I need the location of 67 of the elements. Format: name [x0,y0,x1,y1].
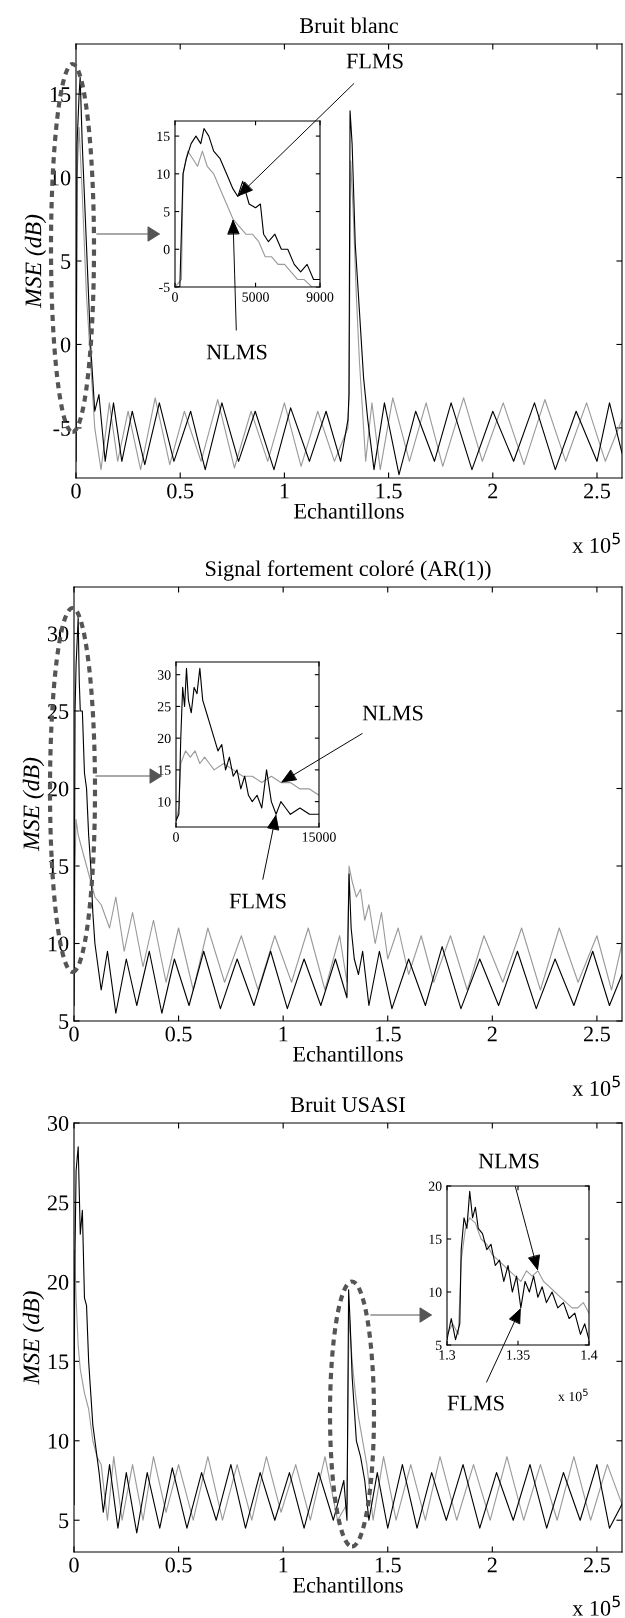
x-tick-label: 1.3 [439,1350,456,1360]
chart-title: Bruit blanc [299,17,398,34]
x-tick-label: 1.35 [507,1350,530,1360]
x-tick-label: 2 [487,1557,497,1573]
y-tick-label: 10 [48,1433,69,1449]
x-axis-title: Echantillons [294,503,404,519]
x-tick-label: 0.5 [165,1557,192,1573]
x-tick-label: 0 [172,292,178,302]
y-tick-label: 5 [59,1014,69,1029]
y-tick-label: 20 [428,1181,442,1191]
y-tick-label: 10 [157,169,170,179]
x-tick-label: 1 [280,483,289,499]
y-tick-label: 20 [47,1274,69,1290]
y-tick-label: 15 [48,1354,69,1370]
y-tick-label: 15 [158,765,171,775]
annotation: NLMS [478,1153,539,1169]
text: x 10$^{5}$ [572,1595,620,1616]
y-axis-title: MSE (dB) [22,757,45,852]
x-tick-label: 0.5 [165,1026,192,1042]
x-tick-label: 9000 [306,292,334,302]
y-tick-label: 10 [429,1287,442,1297]
y-tick-label: 5 [59,1513,69,1529]
chart-title: Bruit USASI [290,1097,405,1113]
y-axis-title: MSE (dB) [22,1291,45,1385]
x-tick-label: 2.5 [583,1557,610,1573]
y-tick-label: 5 [164,207,170,217]
y-tick-label: 10 [158,797,171,807]
y-tick-label: 0 [60,337,71,353]
x-tick-label: 1.4 [581,1350,598,1360]
x-tick-label: 2.5 [583,1026,610,1042]
x-tick-label: 1.5 [376,483,402,499]
y-axis-title: MSE (dB) [24,214,47,309]
text: x 10$^{5}$ [572,532,620,553]
x-tick-label: 5000 [242,292,269,302]
y-tick-label: 25 [47,1195,69,1211]
x-tick-label: 1 [279,1026,288,1042]
y-tick-label: 25 [157,702,171,712]
x-tick-label: 0.5 [167,483,194,499]
annotation: x 10$^{5}$ [558,1388,588,1402]
x-tick-label: 0 [71,483,81,499]
x-axis-title: Echantillons [293,1046,403,1062]
x-tick-label: 2 [488,483,498,499]
y-tick-label: 30 [47,1115,69,1131]
text: x 10$^{5}$ [572,1075,620,1096]
x-tick-label: 1.5 [375,1557,401,1573]
y-tick-label: 15 [429,1234,442,1244]
y-tick-label: 20 [157,733,171,744]
y-tick-label: -5 [159,282,170,292]
annotation: FLMS [229,893,286,909]
y-tick-label: 15 [157,131,170,142]
annotation: FLMS [447,1395,504,1411]
y-tick-label: 15 [50,87,71,103]
y-tick-label: 5 [61,254,71,269]
x-tick-label: 15000 [302,832,336,842]
x-tick-label: 1 [279,1557,288,1573]
annotation: FLMS [346,53,403,69]
y-tick-label: 0 [163,244,170,255]
line-series [447,1217,589,1335]
x-tick-label: 2 [487,1026,497,1042]
annotation: NLMS [362,705,423,721]
annotation: NLMS [206,344,267,360]
y-tick-label: 5 [436,1340,442,1350]
x-axis-title: Echantillons [293,1577,403,1593]
x-tick-label: 2.5 [584,483,611,499]
chart-title: Signal fortement coloré (AR(1)) [206,560,491,581]
x-tick-label: 1.5 [375,1026,401,1042]
y-tick-label: 30 [157,670,171,680]
